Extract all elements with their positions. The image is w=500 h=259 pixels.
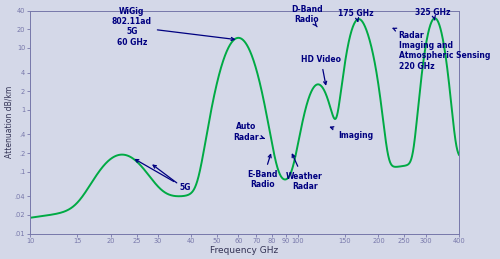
Text: Imaging: Imaging	[330, 127, 374, 140]
Text: Weather
Radar: Weather Radar	[286, 154, 323, 191]
X-axis label: Frequency GHz: Frequency GHz	[210, 246, 278, 255]
Text: E-Band
Radio: E-Band Radio	[248, 154, 278, 189]
Text: WiGig
802.11ad
5G
60 GHz: WiGig 802.11ad 5G 60 GHz	[112, 7, 234, 47]
Text: Auto
Radar: Auto Radar	[233, 122, 264, 142]
Text: HD Video: HD Video	[301, 55, 341, 84]
Text: 325 GHz: 325 GHz	[416, 8, 451, 20]
Text: Radar
Imaging and
Atmospheric Sensing
220 GHz: Radar Imaging and Atmospheric Sensing 22…	[393, 28, 490, 71]
Y-axis label: Attenuation dB/km: Attenuation dB/km	[4, 86, 13, 158]
Text: 5G: 5G	[136, 160, 190, 192]
Text: D-Band
Radio: D-Band Radio	[291, 5, 322, 27]
Text: 175 GHz: 175 GHz	[338, 9, 374, 21]
